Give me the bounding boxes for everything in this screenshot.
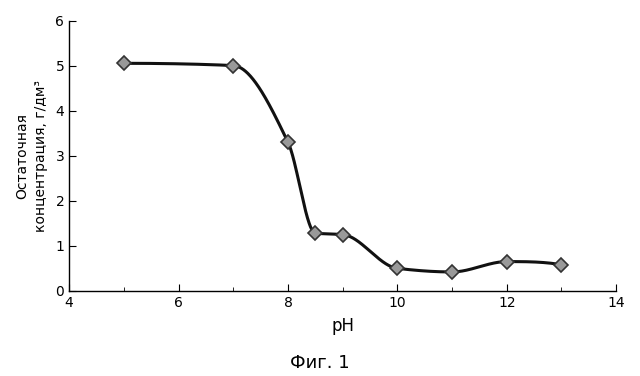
- X-axis label: pH: pH: [331, 317, 354, 335]
- Text: Фиг. 1: Фиг. 1: [290, 354, 350, 372]
- Y-axis label: Остаточная
концентрация, г/дм³: Остаточная концентрация, г/дм³: [15, 80, 49, 232]
